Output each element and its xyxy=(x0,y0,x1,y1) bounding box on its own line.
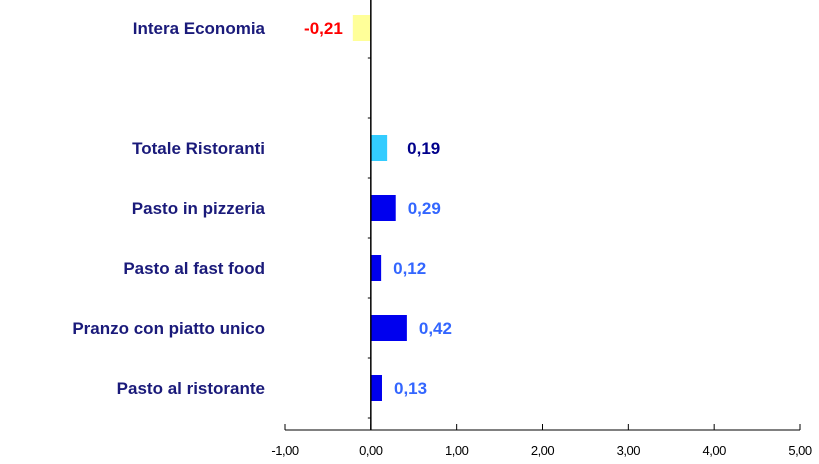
bar xyxy=(370,255,382,281)
bars-layer xyxy=(352,15,407,401)
x-tick-label: 3,00 xyxy=(617,443,641,458)
x-tick-label: -1,00 xyxy=(271,443,298,458)
x-tick-label: 5,00 xyxy=(788,443,812,458)
x-tick-label: 2,00 xyxy=(531,443,555,458)
x-tick-label: 0,00 xyxy=(359,443,383,458)
data-label: 0,19 xyxy=(407,139,440,158)
bar xyxy=(370,135,388,161)
axes-layer xyxy=(284,0,801,431)
bar xyxy=(370,315,407,341)
category-label: Pasto al ristorante xyxy=(117,379,265,398)
x-tick-label: 4,00 xyxy=(703,443,727,458)
data-label: 0,12 xyxy=(393,259,426,278)
labels-layer: Intera Economia -0,21 Totale Ristoranti 0,1… xyxy=(72,19,812,458)
bar xyxy=(370,375,382,401)
category-label: Pranzo con piatto unico xyxy=(72,319,265,338)
category-label: Intera Economia xyxy=(133,19,266,38)
data-label: 0,13 xyxy=(394,379,427,398)
category-label: Pasto in pizzeria xyxy=(132,199,266,218)
category-label: Pasto al fast food xyxy=(123,259,265,278)
bar xyxy=(352,15,371,41)
category-label: Totale Ristoranti xyxy=(132,139,265,158)
data-label: -0,21 xyxy=(304,19,343,38)
bar xyxy=(370,195,396,221)
x-tick-label: 1,00 xyxy=(445,443,469,458)
data-label: 0,42 xyxy=(419,319,452,338)
data-label: 0,29 xyxy=(408,199,441,218)
